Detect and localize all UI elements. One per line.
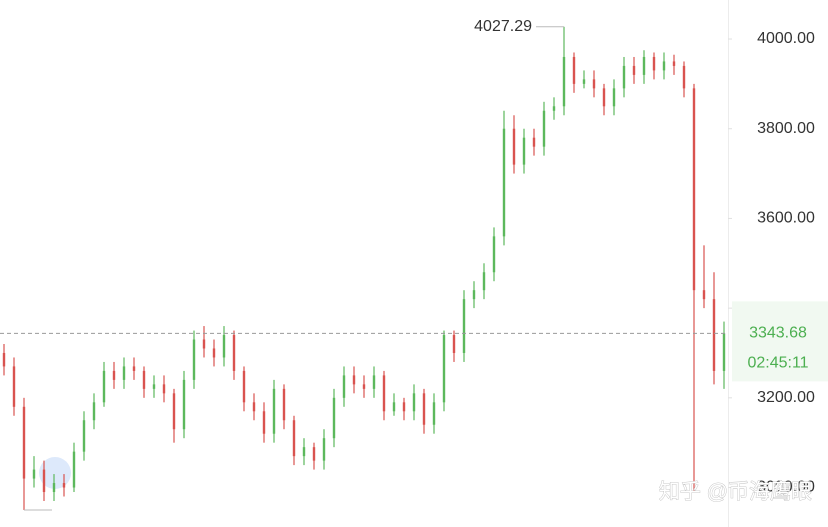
candle-body xyxy=(112,370,116,380)
candle-body xyxy=(532,137,536,147)
candle-body xyxy=(582,79,586,84)
candle-body xyxy=(422,393,426,425)
candle-body xyxy=(572,56,576,84)
candle-body xyxy=(262,411,266,434)
candle-body xyxy=(212,348,216,358)
candle-body xyxy=(72,451,76,488)
candle-body xyxy=(722,333,726,371)
candle-body xyxy=(172,393,176,430)
candle-body xyxy=(272,388,276,434)
candle-body xyxy=(232,335,236,371)
candle-body xyxy=(502,128,506,237)
y-tick-label: 3200.00 xyxy=(757,389,815,406)
candle-body xyxy=(22,406,26,479)
candle-body xyxy=(372,375,376,389)
candle-body xyxy=(312,447,316,461)
candle-body xyxy=(612,88,616,107)
candle-body xyxy=(62,483,66,488)
candle-body xyxy=(332,397,336,439)
last-price-label: 3343.68 xyxy=(749,325,807,342)
candle-body xyxy=(442,335,446,403)
y-tick-label: 3000.00 xyxy=(757,479,815,496)
candle-body xyxy=(682,65,686,89)
high-marker-label: 4027.29 xyxy=(474,18,532,35)
candle-body xyxy=(712,299,716,371)
countdown-label: 02:45:11 xyxy=(747,355,808,372)
candle-body xyxy=(292,420,296,457)
candle-body xyxy=(602,88,606,107)
candle-body xyxy=(142,370,146,389)
candle-body xyxy=(592,79,596,89)
candle-body xyxy=(452,335,456,353)
y-tick-label: 4000.00 xyxy=(757,30,815,47)
candle-body xyxy=(282,388,286,421)
candle-body xyxy=(652,56,656,71)
candle-body xyxy=(342,375,346,398)
candle-body xyxy=(462,299,466,353)
candle-body xyxy=(182,379,186,430)
candle-body xyxy=(542,110,546,147)
candle-body xyxy=(352,375,356,385)
candle-body xyxy=(162,384,166,394)
candle-body xyxy=(302,447,306,457)
candle-body xyxy=(132,366,136,371)
last-price-box xyxy=(732,301,828,382)
candle-body xyxy=(662,61,666,71)
candle-body xyxy=(242,370,246,403)
candle-body xyxy=(622,65,626,89)
candle-body xyxy=(12,366,16,407)
candle-body xyxy=(672,61,676,66)
candle-body xyxy=(402,402,406,412)
candle-body xyxy=(632,65,636,75)
candle-body xyxy=(482,272,486,291)
candle-body xyxy=(512,128,516,165)
candle-body xyxy=(412,393,416,412)
candle-body xyxy=(192,339,196,380)
candle-body xyxy=(52,483,56,493)
candle-body xyxy=(692,88,696,291)
candle-body xyxy=(122,366,126,380)
candle-body xyxy=(152,384,156,389)
candle-body xyxy=(102,370,106,403)
candle-body xyxy=(222,335,226,358)
candle-body xyxy=(42,469,46,493)
candle-body xyxy=(432,402,436,425)
candle-body xyxy=(202,339,206,349)
candle-body xyxy=(82,420,86,452)
candle-body xyxy=(492,236,496,273)
candle-body xyxy=(642,56,646,75)
candle-body xyxy=(362,384,366,389)
candle-body xyxy=(522,137,526,165)
zoom-icon[interactable] xyxy=(39,457,71,489)
candle-body xyxy=(252,402,256,412)
candle-body xyxy=(2,352,6,367)
watermark: 知乎 @币海鹰眼 xyxy=(659,481,812,504)
candle-body xyxy=(562,56,566,107)
candle-body xyxy=(472,290,476,300)
candle-body xyxy=(322,438,326,461)
y-tick-label: 3600.00 xyxy=(757,210,815,227)
y-tick-label: 3800.00 xyxy=(757,120,815,137)
candle-body xyxy=(92,402,96,421)
candle-body xyxy=(552,106,556,111)
candle-body xyxy=(382,375,386,412)
candle-body xyxy=(702,290,706,300)
candle-body xyxy=(392,402,396,412)
candle-body xyxy=(32,469,36,479)
